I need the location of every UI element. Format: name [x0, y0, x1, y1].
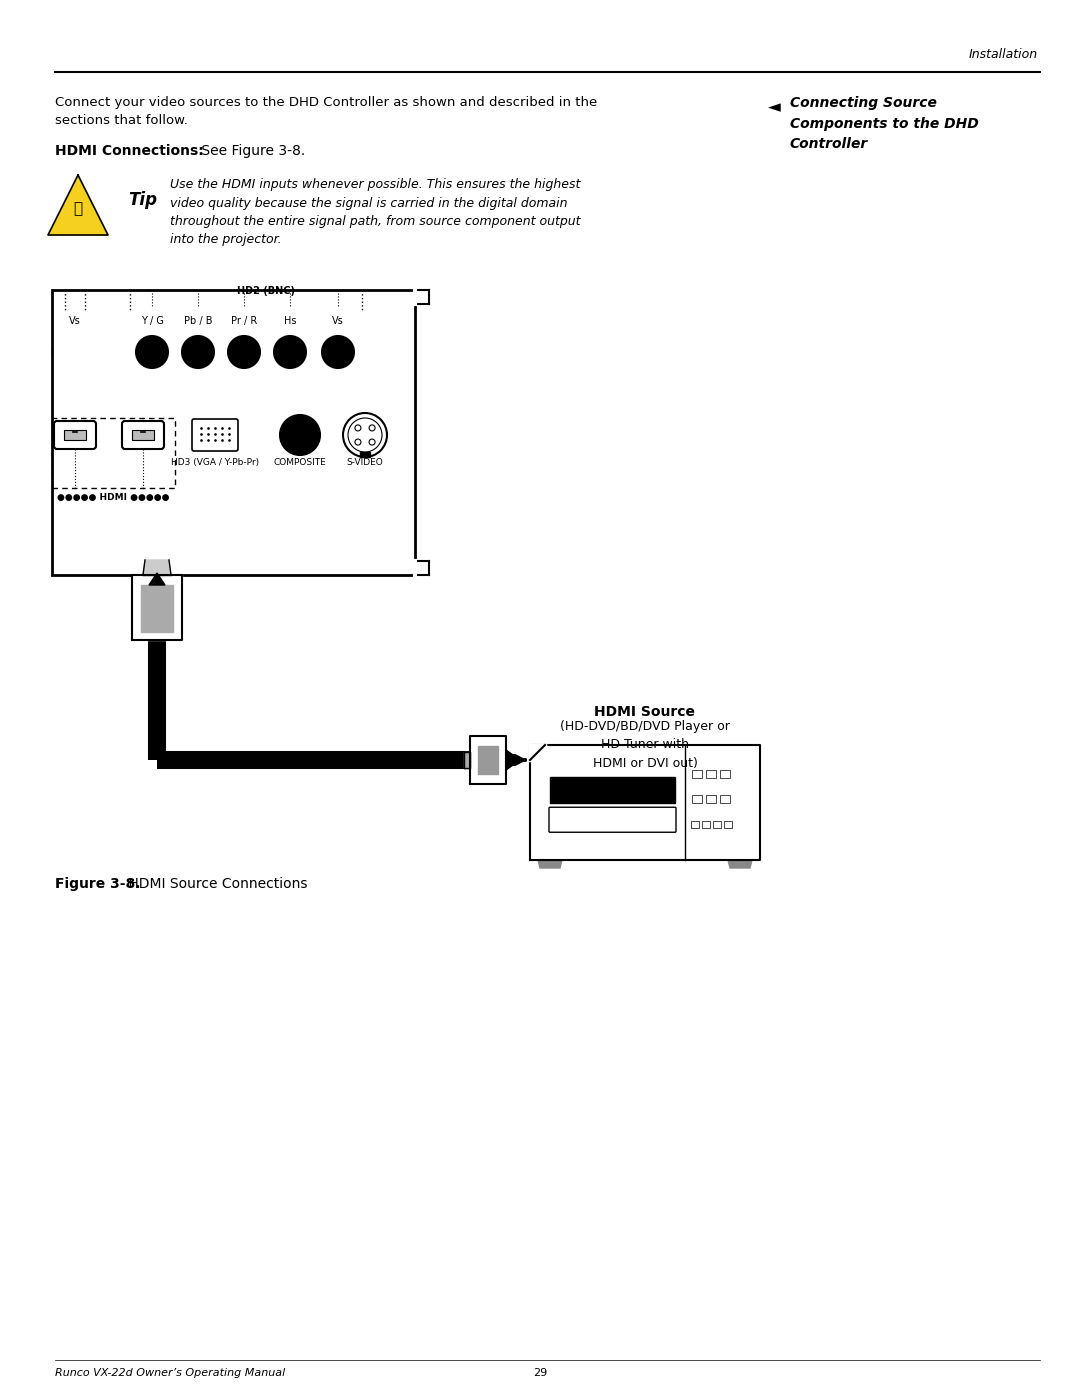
Text: Installation: Installation — [969, 47, 1038, 61]
Circle shape — [195, 351, 200, 353]
Circle shape — [147, 346, 157, 358]
Polygon shape — [464, 752, 470, 768]
Text: Pr / R: Pr / R — [231, 316, 257, 326]
Circle shape — [322, 337, 354, 367]
Text: HD3 (VGA / Y-Pb-Pr): HD3 (VGA / Y-Pb-Pr) — [171, 458, 259, 467]
FancyBboxPatch shape — [64, 430, 86, 440]
Circle shape — [336, 351, 340, 353]
Circle shape — [242, 351, 246, 353]
Text: Use the HDMI inputs whenever possible. This ensures the highest
video quality be: Use the HDMI inputs whenever possible. T… — [170, 177, 581, 246]
Circle shape — [291, 425, 310, 446]
Polygon shape — [530, 745, 545, 760]
Polygon shape — [507, 750, 519, 770]
Text: HDMI Connections:: HDMI Connections: — [55, 144, 204, 158]
Polygon shape — [360, 453, 370, 457]
Polygon shape — [141, 585, 173, 631]
Text: Runco VX-22d Owner’s Operating Manual: Runco VX-22d Owner’s Operating Manual — [55, 1368, 285, 1377]
FancyBboxPatch shape — [192, 419, 238, 451]
Polygon shape — [415, 562, 429, 576]
Bar — [720, 770, 730, 778]
Bar — [720, 795, 730, 803]
Text: HDMI Source Connections: HDMI Source Connections — [124, 877, 308, 891]
Polygon shape — [550, 777, 675, 802]
FancyBboxPatch shape — [132, 430, 154, 440]
Text: (HD-DVD/BD/DVD Player or
HD Tuner with
HDMI or DVI out): (HD-DVD/BD/DVD Player or HD Tuner with H… — [561, 719, 730, 770]
Text: Connect your video sources to the DHD Controller as shown and described in the: Connect your video sources to the DHD Co… — [55, 96, 597, 109]
Circle shape — [193, 346, 203, 358]
Circle shape — [136, 337, 168, 367]
FancyBboxPatch shape — [549, 807, 676, 833]
Text: ◄: ◄ — [768, 98, 781, 116]
Text: 💡: 💡 — [73, 201, 82, 217]
Circle shape — [285, 346, 295, 358]
Bar — [724, 821, 732, 828]
Polygon shape — [143, 560, 171, 576]
FancyBboxPatch shape — [122, 420, 164, 448]
Bar — [52, 418, 175, 488]
Circle shape — [72, 349, 78, 355]
Text: See Figure 3-8.: See Figure 3-8. — [197, 144, 306, 158]
Circle shape — [183, 337, 214, 367]
Circle shape — [297, 432, 303, 439]
Circle shape — [274, 337, 306, 367]
Bar — [52, 291, 415, 576]
Circle shape — [239, 346, 249, 358]
Text: S-VIDEO: S-VIDEO — [347, 458, 383, 467]
Polygon shape — [728, 861, 752, 868]
Polygon shape — [530, 745, 760, 861]
Text: COMPOSITE: COMPOSITE — [273, 458, 326, 467]
Text: HDMI Source: HDMI Source — [594, 705, 696, 719]
Circle shape — [228, 337, 260, 367]
Bar — [692, 795, 702, 803]
Circle shape — [73, 391, 77, 395]
Text: Vs: Vs — [333, 316, 343, 326]
Bar — [713, 821, 721, 828]
Text: Figure 3-8.: Figure 3-8. — [55, 877, 140, 891]
Bar — [691, 821, 699, 828]
Polygon shape — [132, 576, 183, 640]
Text: Pb / B: Pb / B — [184, 316, 213, 326]
Bar — [706, 770, 716, 778]
Bar — [692, 770, 702, 778]
Bar — [706, 795, 716, 803]
Polygon shape — [48, 175, 108, 235]
FancyBboxPatch shape — [54, 420, 96, 448]
Text: HD2 (BNC): HD2 (BNC) — [237, 286, 295, 296]
Polygon shape — [470, 736, 507, 784]
Text: sections that follow.: sections that follow. — [55, 115, 188, 127]
Circle shape — [288, 351, 292, 353]
Text: Vs: Vs — [69, 316, 81, 326]
Text: Connecting Source
Components to the DHD
Controller: Connecting Source Components to the DHD … — [789, 96, 978, 151]
Polygon shape — [149, 573, 165, 585]
Bar — [702, 821, 710, 828]
Circle shape — [150, 351, 154, 353]
Polygon shape — [415, 291, 429, 305]
Circle shape — [150, 391, 154, 395]
Circle shape — [333, 346, 343, 358]
Circle shape — [280, 415, 320, 455]
Polygon shape — [478, 746, 498, 774]
Text: 29: 29 — [532, 1368, 548, 1377]
Text: Hs: Hs — [284, 316, 296, 326]
Text: Tip: Tip — [129, 191, 157, 210]
Polygon shape — [538, 861, 562, 868]
Text: ●●●●● HDMI ●●●●●: ●●●●● HDMI ●●●●● — [57, 493, 170, 502]
Text: Y / G: Y / G — [140, 316, 163, 326]
